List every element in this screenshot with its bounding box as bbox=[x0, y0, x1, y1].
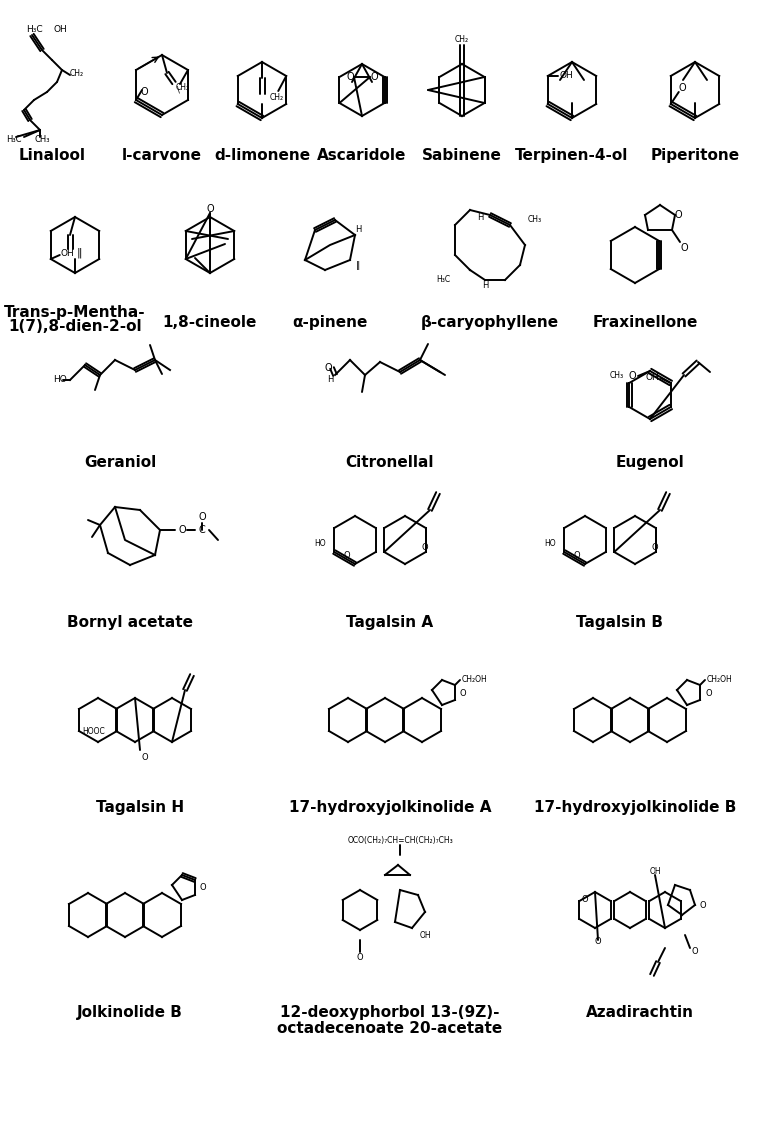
Text: 17-hydroxyjolkinolide A: 17-hydroxyjolkinolide A bbox=[289, 800, 492, 815]
Text: Geraniol: Geraniol bbox=[84, 455, 156, 470]
Text: O: O bbox=[652, 543, 658, 552]
Text: α-pinene: α-pinene bbox=[293, 315, 368, 330]
Text: H₃C: H₃C bbox=[6, 135, 22, 144]
Text: Azadirachtin: Azadirachtin bbox=[586, 1005, 694, 1020]
Text: 1,8-cineole: 1,8-cineole bbox=[163, 315, 257, 330]
Text: O: O bbox=[200, 884, 207, 893]
Text: O: O bbox=[700, 901, 707, 910]
Text: l-carvone: l-carvone bbox=[122, 148, 202, 163]
Text: H: H bbox=[355, 226, 361, 235]
Text: OH: OH bbox=[419, 931, 431, 940]
Text: β-caryophyllene: β-caryophyllene bbox=[421, 315, 559, 330]
Text: OH: OH bbox=[560, 71, 574, 80]
Text: \: \ bbox=[177, 86, 180, 94]
Text: OH: OH bbox=[53, 25, 67, 34]
Text: H₃C: H₃C bbox=[25, 25, 42, 34]
Text: CH₂OH: CH₂OH bbox=[462, 675, 488, 684]
Text: O: O bbox=[206, 204, 214, 214]
Text: OH: OH bbox=[61, 250, 74, 259]
Text: Linalool: Linalool bbox=[18, 148, 85, 163]
Text: O: O bbox=[628, 371, 636, 380]
Text: OH: OH bbox=[645, 374, 659, 383]
Text: H₃C: H₃C bbox=[436, 275, 450, 284]
Text: O: O bbox=[178, 525, 186, 535]
Text: O: O bbox=[198, 512, 206, 521]
Text: Sabinene: Sabinene bbox=[422, 148, 502, 163]
Text: O: O bbox=[679, 83, 687, 93]
Text: CH₃: CH₃ bbox=[528, 215, 542, 225]
Text: OCO(CH₂)₇CH=CH(CH₂)₇CH₃: OCO(CH₂)₇CH=CH(CH₂)₇CH₃ bbox=[347, 835, 453, 845]
Text: O: O bbox=[581, 895, 588, 904]
Text: H: H bbox=[327, 376, 333, 385]
Text: CH₂OH: CH₂OH bbox=[707, 675, 733, 684]
Text: 1(7),8-dien-2-ol: 1(7),8-dien-2-ol bbox=[8, 319, 142, 333]
Text: CH₂: CH₂ bbox=[70, 69, 84, 78]
Text: O: O bbox=[356, 953, 363, 963]
Text: HO: HO bbox=[53, 376, 67, 385]
Text: HO: HO bbox=[315, 540, 326, 549]
Text: Fraxinellone: Fraxinellone bbox=[592, 315, 697, 330]
Text: O: O bbox=[594, 937, 601, 947]
Text: Tagalsin B: Tagalsin B bbox=[577, 615, 664, 630]
Text: CH₃: CH₃ bbox=[610, 371, 624, 380]
Text: Eugenol: Eugenol bbox=[616, 455, 684, 470]
Text: HO: HO bbox=[545, 540, 556, 549]
Text: O: O bbox=[370, 72, 378, 83]
Text: O: O bbox=[674, 210, 682, 220]
Text: CH₂: CH₂ bbox=[455, 34, 469, 44]
Text: O: O bbox=[692, 948, 699, 957]
Text: C: C bbox=[199, 525, 205, 535]
Text: O: O bbox=[422, 543, 429, 552]
Text: Bornyl acetate: Bornyl acetate bbox=[67, 615, 193, 630]
Text: O: O bbox=[324, 363, 332, 372]
Text: Tagalsin H: Tagalsin H bbox=[96, 800, 184, 815]
Text: O: O bbox=[141, 753, 148, 761]
Text: O: O bbox=[574, 551, 581, 560]
Text: O: O bbox=[705, 689, 712, 698]
Text: OH: OH bbox=[649, 868, 660, 877]
Text: ‖: ‖ bbox=[356, 260, 360, 269]
Text: CH₂: CH₂ bbox=[270, 93, 284, 102]
Text: O: O bbox=[141, 87, 147, 97]
Text: Tagalsin A: Tagalsin A bbox=[346, 615, 434, 630]
Text: O: O bbox=[346, 72, 354, 83]
Text: HOOC: HOOC bbox=[82, 727, 105, 736]
Text: H: H bbox=[477, 212, 483, 221]
Text: O: O bbox=[460, 689, 467, 698]
Text: Citronellal: Citronellal bbox=[346, 455, 434, 470]
Text: H: H bbox=[482, 281, 488, 290]
Text: Piperitone: Piperitone bbox=[650, 148, 740, 163]
Text: 17-hydroxyjolkinolide B: 17-hydroxyjolkinolide B bbox=[534, 800, 737, 815]
Text: ‖: ‖ bbox=[76, 248, 81, 258]
Text: O: O bbox=[680, 243, 688, 253]
Text: octadecenoate 20-acetate: octadecenoate 20-acetate bbox=[277, 1021, 502, 1036]
Text: O: O bbox=[344, 551, 350, 560]
Text: Trans-p-Mentha-: Trans-p-Mentha- bbox=[4, 305, 146, 320]
Text: Terpinen-4-ol: Terpinen-4-ol bbox=[515, 148, 629, 163]
Text: CH₂: CH₂ bbox=[176, 83, 190, 92]
Text: d-limonene: d-limonene bbox=[214, 148, 310, 163]
Text: Ascaridole: Ascaridole bbox=[317, 148, 407, 163]
Text: CH₃: CH₃ bbox=[35, 135, 50, 144]
Text: 12-deoxyphorbol 13-(9Z)-: 12-deoxyphorbol 13-(9Z)- bbox=[280, 1005, 500, 1020]
Text: Jolkinolide B: Jolkinolide B bbox=[77, 1005, 183, 1020]
